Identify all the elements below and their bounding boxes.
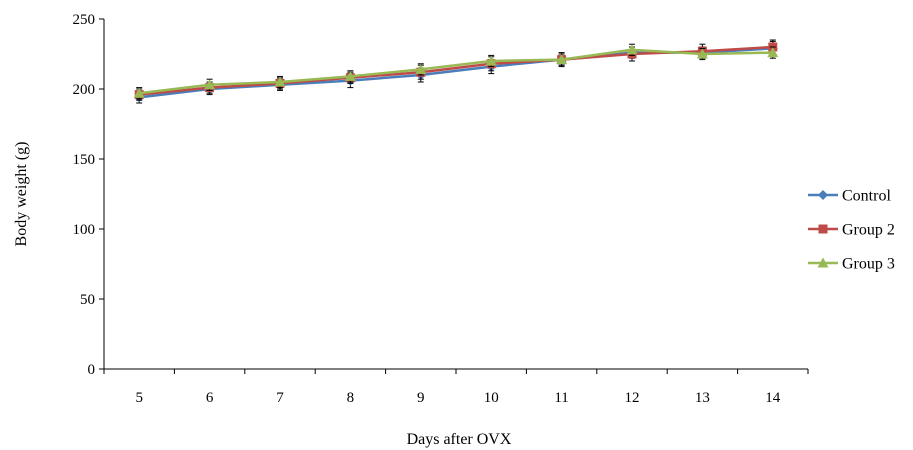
legend-item-group-3: Group 3 [808,256,895,273]
x-tick-label: 8 [347,390,355,406]
series-layer [133,39,779,104]
x-tick-label: 11 [554,390,568,406]
y-tick-label: 50 [80,292,95,308]
data-point [626,44,638,55]
x-tick-label: 5 [135,390,143,406]
series-line [139,47,773,99]
x-tick-label: 13 [695,390,710,406]
y-axis-ticks: 0 50 100 150 200 250 [73,12,104,378]
x-tick-label: 6 [206,390,214,406]
y-axis-title: Body weight (g) [13,142,30,247]
legend-marker [818,224,828,234]
y-tick-label: 150 [73,152,96,168]
data-point [274,76,286,87]
y-tick-label: 0 [88,362,96,378]
legend-marker [817,257,829,268]
data-point [415,63,427,74]
x-tick-label: 14 [765,390,781,406]
y-tick-label: 200 [73,82,96,98]
legend-label: Group 2 [842,222,895,239]
data-point [696,48,708,59]
series-line [139,48,773,95]
x-axis-title: Days after OVX [407,431,512,448]
data-point [344,70,356,81]
legend-item-group-2: Group 2 [808,222,895,239]
legend-item-control: Control [808,188,891,205]
data-point [767,47,779,58]
y-tick-label: 100 [73,222,96,238]
series-control [134,40,778,104]
legend-label: Group 3 [842,256,895,273]
series-group-3 [133,43,779,100]
data-point [556,54,568,65]
x-tick-label: 7 [276,390,284,406]
legend-marker [818,190,828,200]
data-point [133,87,145,98]
data-point [485,55,497,66]
x-tick-label: 12 [625,390,640,406]
legend: Control Group 2 Group 3 [808,188,895,273]
x-axis-ticks: 5 6 7 8 9 10 11 12 13 14 [103,369,809,406]
y-tick-label: 250 [73,12,96,28]
x-tick-label: 10 [484,390,499,406]
x-tick-label: 9 [417,390,425,406]
legend-label: Control [842,188,891,205]
data-point [204,79,216,90]
